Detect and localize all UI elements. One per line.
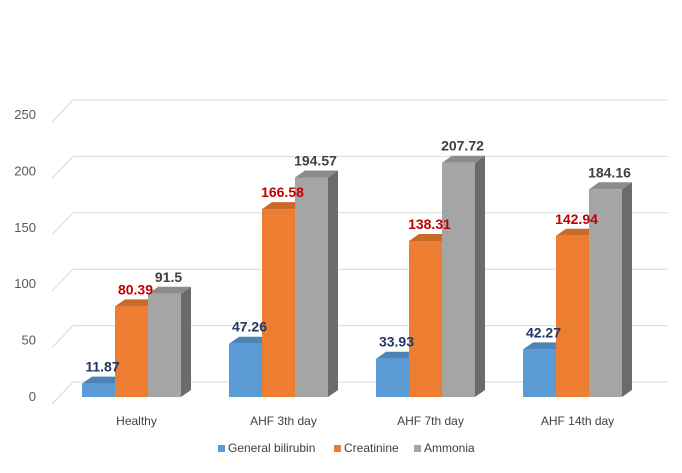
bar-side	[475, 155, 485, 397]
bar-ammonia-3	[442, 155, 485, 397]
bar-top	[229, 336, 272, 344]
bar-top	[589, 182, 632, 190]
data-label: 47.26	[232, 319, 267, 335]
bar-top	[409, 233, 452, 241]
legend-swatch	[218, 445, 225, 452]
bar-front	[442, 162, 475, 397]
data-label: 33.93	[379, 334, 414, 350]
y-tick-label: 100	[14, 276, 36, 291]
gridline-stub	[51, 268, 74, 292]
bar-top	[442, 155, 485, 163]
bar-front	[295, 177, 328, 397]
gridline-stub	[51, 325, 74, 348]
data-label: 194.57	[294, 153, 337, 169]
bar-front	[115, 306, 148, 397]
bar-side	[622, 182, 632, 397]
legend-swatch	[414, 445, 421, 452]
bar-top	[376, 351, 419, 359]
data-label: 42.27	[526, 324, 561, 340]
y-tick-label: 250	[14, 107, 36, 122]
data-label: 142.94	[555, 211, 598, 227]
x-axis-categories: Healthy AHF 3th day AHF 7th day AHF 14th da…	[116, 414, 614, 428]
gridline-stub	[51, 156, 74, 179]
legend-item-ammonia: Ammonia	[414, 441, 475, 455]
data-label: 166.58	[261, 184, 304, 200]
bar-top	[295, 170, 338, 178]
y-tick-label: 0	[29, 389, 36, 404]
bar-front	[148, 293, 181, 397]
data-label: 207.72	[441, 138, 484, 154]
legend-item-creatinine: Creatinine	[334, 441, 399, 455]
bar-front	[376, 358, 409, 397]
bar-top	[148, 286, 191, 294]
bar-top	[523, 342, 566, 350]
y-tick-label: 150	[14, 220, 36, 235]
y-axis-ticks: 0 50 100 150 200 250	[14, 107, 36, 404]
bars	[82, 155, 632, 397]
gridline-stub	[51, 381, 74, 405]
legend: General bilirubin Creatinine Ammonia	[218, 441, 475, 455]
gridline-stub	[51, 212, 74, 236]
x-category-label: AHF 14th day	[541, 414, 614, 428]
legend-label: General bilirubin	[228, 441, 315, 455]
bar-front	[556, 235, 589, 397]
legend-label: Ammonia	[424, 441, 475, 455]
legend-label: Creatinine	[344, 441, 399, 455]
bar-ammonia-4	[589, 182, 632, 397]
bar-side	[181, 286, 191, 397]
bar-front	[523, 349, 556, 397]
bar-front	[82, 383, 115, 397]
bar-top	[115, 299, 158, 307]
bar-ammonia-2	[295, 170, 338, 397]
data-label: 138.31	[408, 216, 451, 232]
bar-top	[262, 202, 305, 210]
x-category-label: Healthy	[116, 414, 157, 428]
y-tick-label: 50	[22, 333, 36, 348]
bar-front	[409, 240, 442, 397]
data-label: 11.87	[85, 359, 119, 375]
y-tick-label: 200	[14, 163, 36, 178]
data-label: 80.39	[118, 281, 153, 297]
bar-ammonia-1	[148, 286, 191, 397]
bar-top	[82, 376, 125, 384]
gridline-stub	[51, 99, 74, 123]
bar-front	[262, 209, 295, 397]
bar-front	[589, 189, 622, 397]
legend-swatch	[334, 445, 341, 452]
data-label: 91.5	[155, 269, 182, 285]
x-category-label: AHF 7th day	[397, 414, 464, 428]
data-label: 184.16	[588, 164, 631, 180]
legend-item-general-bilirubin: General bilirubin	[218, 441, 315, 455]
bar-side	[328, 170, 338, 397]
x-category-label: AHF 3th day	[250, 414, 317, 428]
bar-front	[229, 343, 262, 397]
bar-top	[556, 228, 599, 236]
